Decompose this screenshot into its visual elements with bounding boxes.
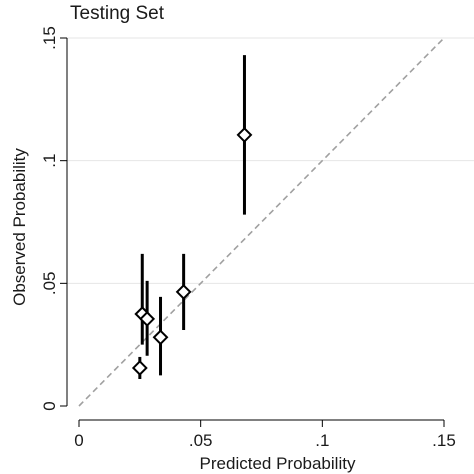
x-axis-ticks: 0 .05 .1 .15 <box>74 420 456 450</box>
x-tick-label-0: 0 <box>74 431 83 450</box>
data-point-0 <box>131 360 148 376</box>
x-tick-label-3: .15 <box>432 431 456 450</box>
x-axis-title: Predicted Probability <box>200 454 356 473</box>
x-tick-label-1: .05 <box>189 431 213 450</box>
gridlines <box>67 37 474 284</box>
data-point-5 <box>236 126 253 143</box>
data-point-4 <box>175 284 192 300</box>
data-point-2 <box>139 310 156 327</box>
y-axis-title: Observed Probability <box>10 148 29 306</box>
data-point-3 <box>152 329 169 346</box>
y-tick-label-1: .05 <box>40 272 59 296</box>
chart-title: Testing Set <box>70 3 165 24</box>
x-tick-label-2: .1 <box>315 431 329 450</box>
reference-line <box>78 37 445 407</box>
y-tick-label-2: .1 <box>40 154 59 168</box>
y-tick-label-0: 0 <box>40 401 59 410</box>
data-points <box>131 55 253 380</box>
y-axis-ticks: 0 .05 .1 .15 <box>40 26 67 411</box>
y-tick-label-3: .15 <box>40 26 59 50</box>
